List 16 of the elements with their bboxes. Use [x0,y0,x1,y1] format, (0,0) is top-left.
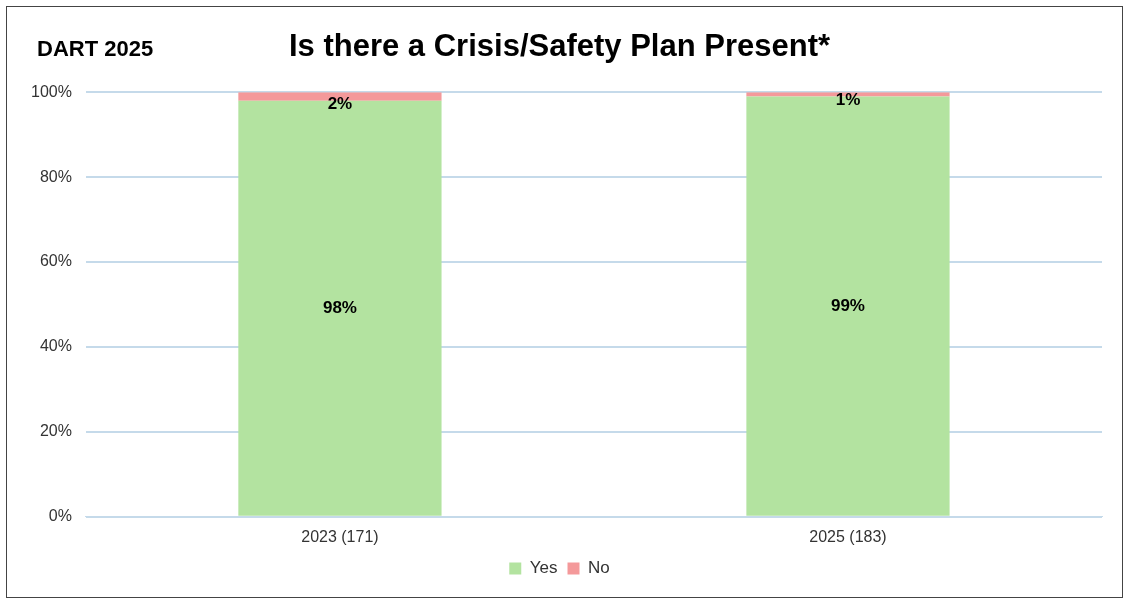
y-tick-label: 100% [31,82,72,100]
x-tick-label: 2023 (171) [301,527,379,545]
legend-label: Yes [529,558,558,578]
data-label: 2% [327,94,353,114]
x-tick-label: 2025 (183) [809,527,887,545]
data-label: 99% [830,295,865,315]
text: DART 2025 [37,36,154,62]
y-tick-label: 80% [39,167,72,185]
chart-title: Is there a Crisis/Safety Plan Present* [288,28,831,64]
y-tick-label: 40% [39,337,72,355]
y-tick-label: 60% [39,252,72,270]
data-label: 98% [322,297,357,317]
y-tick-label: 20% [39,422,72,440]
legend-label: No [588,558,610,578]
y-tick-label: 0% [48,507,72,525]
data-label: 1% [835,90,861,110]
